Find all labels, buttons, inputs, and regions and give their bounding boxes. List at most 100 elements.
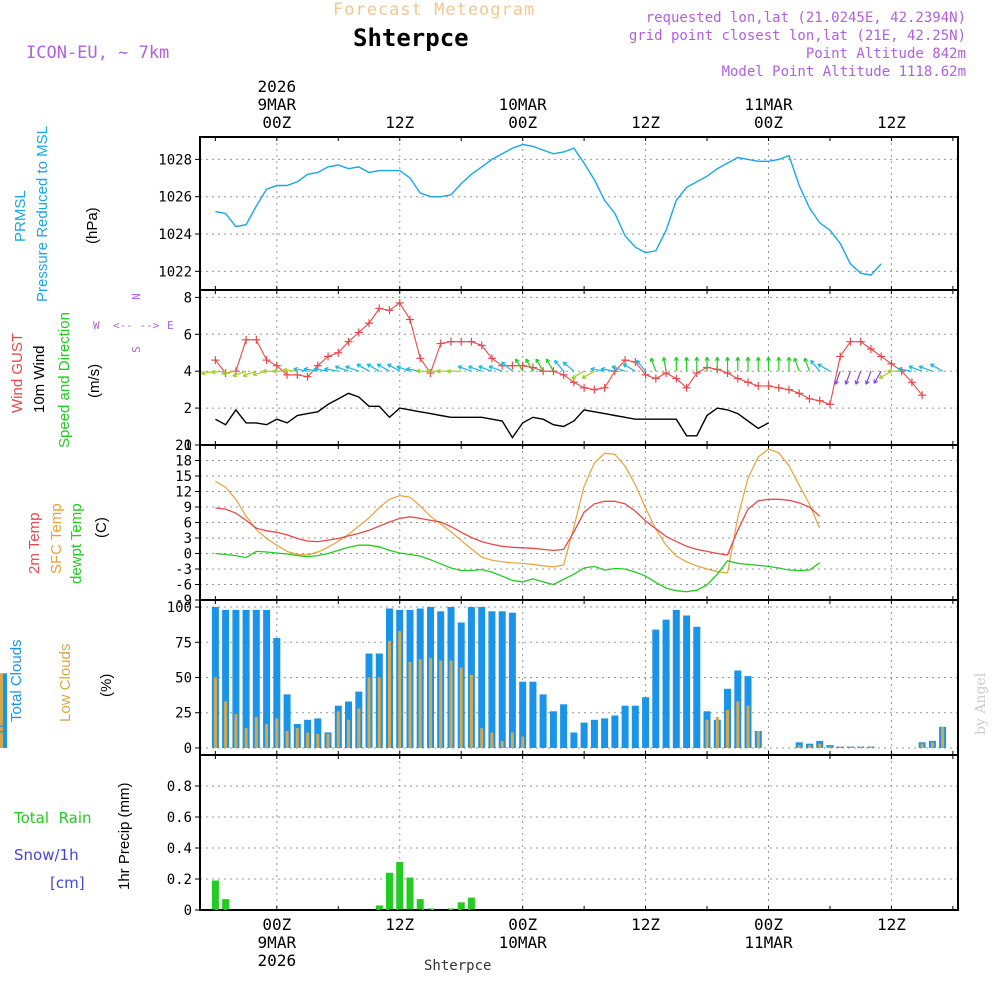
gust-marker — [805, 394, 814, 403]
low-clouds-bar — [818, 743, 822, 748]
bottom-time-label: 11MAR — [744, 933, 793, 952]
wind-dir-arrow — [525, 358, 534, 372]
pressure-ytick-label: 1026 — [158, 190, 192, 206]
total-clouds-bar — [549, 711, 557, 748]
bottom-time-label: 2026 — [258, 951, 297, 970]
low-clouds-bar — [213, 677, 217, 748]
low-clouds-bar — [715, 717, 719, 748]
wind-dir-arrow — [793, 357, 800, 372]
rain-label: Total Rain — [14, 809, 92, 827]
precip-frame — [199, 754, 959, 911]
low-clouds-bar — [459, 667, 463, 748]
low-clouds-bar — [705, 719, 709, 748]
gust-marker — [907, 378, 916, 387]
temp-ytick-label: 3 — [184, 531, 192, 547]
gust-marker — [375, 304, 384, 313]
gust-marker — [477, 341, 486, 350]
snow-unit-label: [cm] — [50, 874, 85, 892]
gust-marker — [344, 337, 353, 346]
low-clouds-bar — [490, 732, 494, 748]
wind-ytick-label: 0 — [184, 438, 192, 454]
low-clouds-bar — [326, 733, 330, 748]
gust-marker — [365, 319, 374, 328]
wind-dir-arrow — [766, 356, 771, 372]
wind-dir-arrow — [334, 365, 349, 372]
wind-dir-arrow — [929, 363, 943, 372]
low-clouds-bar — [316, 733, 320, 748]
low-clouds-bar — [388, 640, 391, 748]
wind-dir-arrow — [673, 356, 679, 372]
low-clouds-bar — [726, 709, 729, 748]
wind-dir-arrow — [554, 359, 565, 372]
total-clouds-bar — [222, 609, 230, 748]
pressure-ytick-label: 1028 — [158, 152, 192, 168]
gust-marker — [324, 352, 333, 361]
wind-dir-arrow — [345, 365, 359, 372]
gust-marker — [242, 335, 251, 344]
precip-ytick-label: 0.8 — [167, 779, 192, 795]
low-clouds-bar — [848, 746, 852, 748]
rain-bar — [386, 872, 393, 910]
wind-dir-arrow — [366, 363, 380, 372]
wind-dir-arrow — [622, 363, 636, 372]
total-clouds-bar — [652, 629, 660, 748]
dewpt-line — [215, 544, 821, 593]
top-time-label: 12Z — [385, 113, 414, 132]
wind-dir-arrow — [704, 356, 710, 372]
top-time-label: 2026 — [258, 77, 297, 96]
clouds-ytick-label: 0 — [184, 741, 192, 757]
total-clouds-bar — [0, 731, 7, 748]
wind-ytick-label: 4 — [184, 364, 192, 380]
gust-marker — [877, 352, 886, 361]
total-clouds-bar — [580, 722, 588, 748]
low-clouds-bar — [746, 705, 750, 748]
wind-dir-arrow — [684, 356, 689, 372]
total-clouds-bar — [498, 611, 506, 748]
top-time-label: 10MAR — [499, 95, 548, 114]
top-time-label: 00Z — [508, 113, 537, 132]
gust-marker — [457, 337, 466, 346]
wind-dir-arrow — [376, 363, 390, 372]
gust-marker — [446, 337, 455, 346]
wind-dir-arrow — [735, 356, 741, 372]
temp-ytick-label: 6 — [184, 516, 192, 532]
gust-marker — [467, 337, 476, 346]
total-clouds-bar — [601, 718, 609, 748]
wind-dir-arrow — [803, 357, 811, 372]
wind-dir-arrow — [873, 370, 882, 384]
wind-dir-arrow — [468, 365, 482, 372]
product-title: Forecast Meteogram — [333, 0, 536, 20]
clouds-ytick-label: 100 — [167, 600, 192, 616]
wind-dir-arrow — [635, 359, 647, 372]
gust-marker — [682, 383, 691, 392]
wind-dir-arrow — [387, 363, 401, 372]
gust-marker — [385, 306, 394, 315]
grid-point-coords: grid point closest lon,lat (21E, 42.25N) — [628, 28, 966, 44]
pressure-panel — [195, 136, 959, 291]
rain-bar — [375, 905, 383, 910]
gust-marker — [784, 385, 793, 394]
gust-marker — [580, 383, 589, 392]
low-clouds-bar — [244, 728, 248, 748]
compass-west: W — [93, 319, 100, 332]
low-clouds-bar — [398, 631, 402, 748]
wind-ytick-label: 2 — [184, 401, 192, 417]
total-clouds-bar — [211, 607, 219, 748]
wind-dir-arrow — [714, 356, 720, 372]
total-clouds-bar — [560, 704, 568, 748]
gust-marker — [825, 400, 834, 409]
gust-marker — [211, 356, 220, 365]
gust-marker — [283, 370, 292, 379]
gust-marker — [303, 372, 312, 381]
gust-marker — [856, 337, 865, 346]
wind-dir-arrow — [600, 366, 615, 372]
wind-dir-arrow — [611, 365, 626, 372]
bottom-time-label: 10MAR — [499, 933, 548, 952]
rain-bar — [457, 902, 465, 911]
low-clouds-bar — [449, 660, 453, 748]
gust-marker — [754, 381, 763, 390]
wind-dir-arrow — [725, 356, 730, 372]
gust-marker — [815, 396, 824, 405]
total-clouds-bar — [693, 626, 701, 748]
wind-dir-arrow — [649, 357, 657, 372]
